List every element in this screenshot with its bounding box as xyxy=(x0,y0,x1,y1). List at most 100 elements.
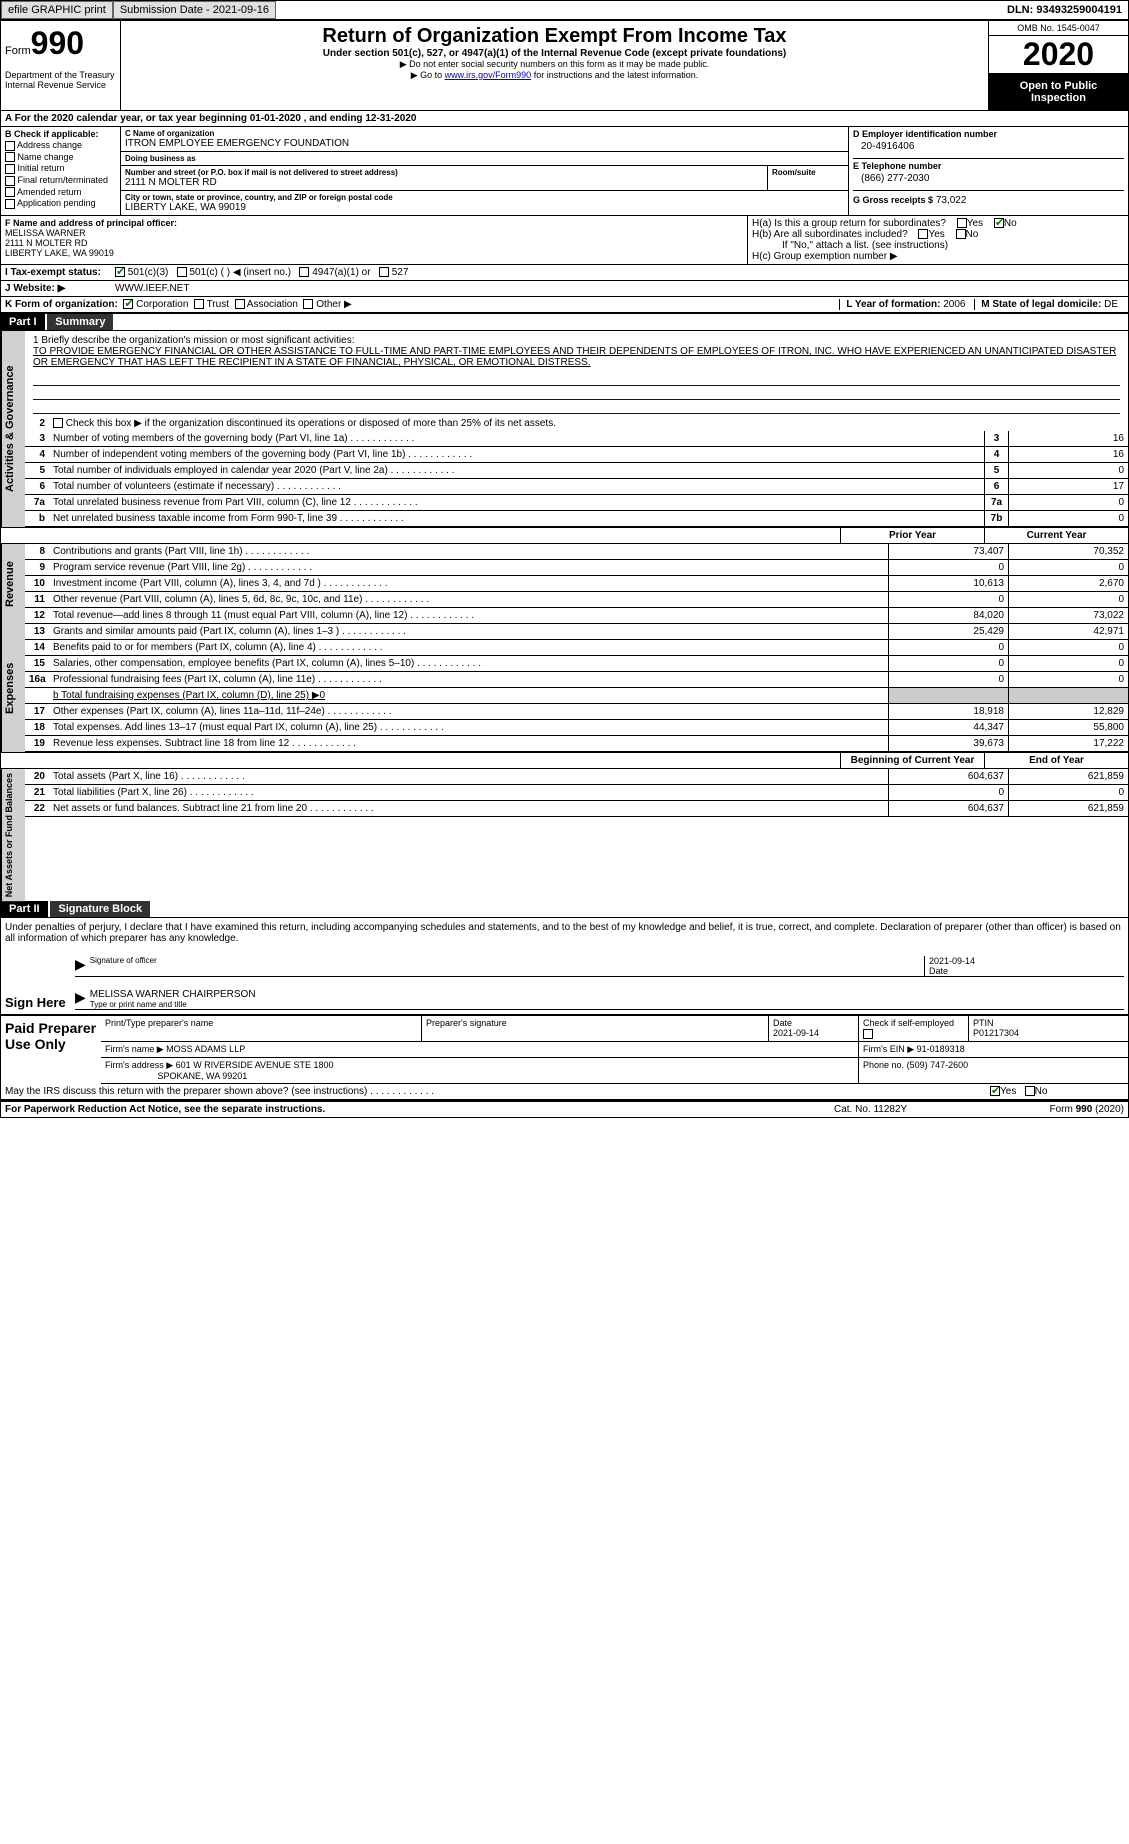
table-row: 22Net assets or fund balances. Subtract … xyxy=(25,801,1128,817)
sig-date-label: Date xyxy=(929,966,948,976)
ha-label: H(a) Is this a group return for subordin… xyxy=(752,218,946,229)
table-row: 15Salaries, other compensation, employee… xyxy=(25,656,1128,672)
arrow-icon: ▶ xyxy=(75,956,86,976)
form-footer: Form 990 (2020) xyxy=(984,1104,1124,1115)
eoy-header: End of Year xyxy=(984,753,1128,768)
table-row: 12Total revenue—add lines 8 through 11 (… xyxy=(25,608,1128,624)
prep-sig-label: Preparer's signature xyxy=(421,1016,768,1041)
exp-side-label: Expenses xyxy=(1,624,25,752)
box-d: D Employer identification number 20-4916… xyxy=(848,127,1128,215)
submission-date-button[interactable]: Submission Date - 2021-09-16 xyxy=(113,1,276,19)
boy-header: Beginning of Current Year xyxy=(840,753,984,768)
firm-addr-label: Firm's address ▶ xyxy=(105,1060,173,1070)
website-value: WWW.IEEF.NET xyxy=(115,283,189,294)
boy-eoy-header: Beginning of Current Year End of Year xyxy=(1,752,1128,769)
ptin-label: PTIN xyxy=(973,1018,994,1028)
form-number-box: Form990 Department of the Treasury Inter… xyxy=(1,21,121,110)
korg-row: K Form of organization: Corporation Trus… xyxy=(1,296,1128,314)
table-row: 3Number of voting members of the governi… xyxy=(25,431,1128,447)
ha-yes[interactable]: Yes xyxy=(957,218,983,229)
paid-preparer-block: Paid Preparer Use Only Print/Type prepar… xyxy=(1,1014,1128,1084)
prep-label: Paid Preparer Use Only xyxy=(1,1016,101,1084)
blank-line xyxy=(33,374,1120,386)
table-row: 20Total assets (Part X, line 16)604,6376… xyxy=(25,769,1128,785)
net-side-label: Net Assets or Fund Balances xyxy=(1,769,25,901)
ptin-value: P01217304 xyxy=(973,1028,1019,1038)
hb-no[interactable]: No xyxy=(956,229,979,240)
cb-name-change[interactable]: Name change xyxy=(5,152,116,163)
cb-final-return[interactable]: Final return/terminated xyxy=(5,175,116,186)
box-b-header: B Check if applicable: xyxy=(5,129,116,139)
hb-note: If "No," attach a list. (see instruction… xyxy=(752,240,1124,251)
officer-label: F Name and address of principal officer: xyxy=(5,218,743,228)
form-subtitle: Under section 501(c), 527, or 4947(a)(1)… xyxy=(125,48,984,59)
officer-addr2: LIBERTY LAKE, WA 99019 xyxy=(5,248,743,258)
footer: For Paperwork Reduction Act Notice, see … xyxy=(1,1101,1128,1117)
pra-notice: For Paperwork Reduction Act Notice, see … xyxy=(5,1104,834,1115)
cb-501c3[interactable]: 501(c)(3) xyxy=(115,267,168,278)
cb-assoc[interactable]: Association xyxy=(235,299,298,310)
table-row: 6Total number of volunteers (estimate if… xyxy=(25,479,1128,495)
officer-addr1: 2111 N MOLTER RD xyxy=(5,238,743,248)
gross-label: G Gross receipts $ xyxy=(853,195,933,205)
cb-app-pending[interactable]: Application pending xyxy=(5,198,116,209)
dba-label: Doing business as xyxy=(125,154,844,163)
cb-corp[interactable]: Corporation xyxy=(123,299,188,310)
table-row: 16aProfessional fundraising fees (Part I… xyxy=(25,672,1128,688)
discuss-no[interactable]: No xyxy=(1025,1086,1048,1097)
dom-value: DE xyxy=(1104,299,1118,310)
street-value: 2111 N MOLTER RD xyxy=(125,177,763,188)
cb-address-change[interactable]: Address change xyxy=(5,140,116,151)
cb-527[interactable]: 527 xyxy=(379,267,408,278)
table-row: 8Contributions and grants (Part VIII, li… xyxy=(25,544,1128,560)
discuss-label: May the IRS discuss this return with the… xyxy=(1,1084,988,1099)
firm-addr2: SPOKANE, WA 99201 xyxy=(158,1071,248,1081)
form-title: Return of Organization Exempt From Incom… xyxy=(125,25,984,48)
ein-value: 20-4916406 xyxy=(853,139,1124,158)
yof-label: L Year of formation: xyxy=(846,299,940,310)
goto-note: ▶ Go to www.irs.gov/Form990 for instruct… xyxy=(125,70,984,81)
prep-date: 2021-09-14 xyxy=(773,1028,819,1038)
tel-value: (866) 277-2030 xyxy=(853,171,1124,190)
table-row: bNet unrelated business taxable income f… xyxy=(25,511,1128,527)
cb-trust[interactable]: Trust xyxy=(194,299,229,310)
expenses-section: Expenses 13Grants and similar amounts pa… xyxy=(1,624,1128,752)
irs-link[interactable]: www.irs.gov/Form990 xyxy=(445,70,532,80)
firm-label: Firm's name ▶ xyxy=(105,1044,164,1054)
blank-line xyxy=(33,388,1120,400)
table-row: 21Total liabilities (Part X, line 26)00 xyxy=(25,785,1128,801)
omb-number: OMB No. 1545-0047 xyxy=(989,21,1128,36)
dln-label: DLN: 93493259004191 xyxy=(1001,2,1128,18)
cb-4947[interactable]: 4947(a)(1) or xyxy=(299,267,370,278)
ha-no[interactable]: No xyxy=(994,218,1017,229)
cb-501c[interactable]: 501(c) ( ) ◀ (insert no.) xyxy=(177,267,291,278)
cb-amended[interactable]: Amended return xyxy=(5,187,116,198)
firm-phone: (509) 747-2600 xyxy=(907,1060,969,1070)
table-row: 13Grants and similar amounts paid (Part … xyxy=(25,624,1128,640)
signature-block: Under penalties of perjury, I declare th… xyxy=(1,918,1128,1014)
cb-other[interactable]: Other ▶ xyxy=(303,299,351,310)
gross-value: 73,022 xyxy=(936,195,967,206)
efile-print-button[interactable]: efile GRAPHIC print xyxy=(1,1,113,19)
part2-header: Part II xyxy=(1,901,48,917)
yof-value: 2006 xyxy=(943,299,965,310)
governance-section: Activities & Governance 1 Briefly descri… xyxy=(1,331,1128,527)
goto-post: for instructions and the latest informat… xyxy=(531,70,698,80)
box-f: F Name and address of principal officer:… xyxy=(1,216,748,264)
part1-header: Part I xyxy=(1,314,45,330)
firm-ein-label: Firm's EIN ▶ xyxy=(863,1044,914,1054)
discuss-yes[interactable]: Yes xyxy=(990,1086,1016,1097)
hb-yes[interactable]: Yes xyxy=(918,229,944,240)
prep-selfemp[interactable]: Check if self-employed xyxy=(858,1016,968,1041)
tax-year: 2020 xyxy=(989,36,1128,74)
ein-label: D Employer identification number xyxy=(853,129,1124,139)
table-row: 19Revenue less expenses. Subtract line 1… xyxy=(25,736,1128,752)
blank-line xyxy=(33,402,1120,414)
cb-discontinued[interactable] xyxy=(53,418,63,428)
officer-name: MELISSA WARNER xyxy=(5,228,743,238)
firm-name: MOSS ADAMS LLP xyxy=(166,1044,245,1054)
open-inspection: Open to Public Inspection xyxy=(989,74,1128,110)
form-body: Form990 Department of the Treasury Inter… xyxy=(0,20,1129,1118)
form-label: Form xyxy=(5,45,31,57)
cb-initial-return[interactable]: Initial return xyxy=(5,163,116,174)
